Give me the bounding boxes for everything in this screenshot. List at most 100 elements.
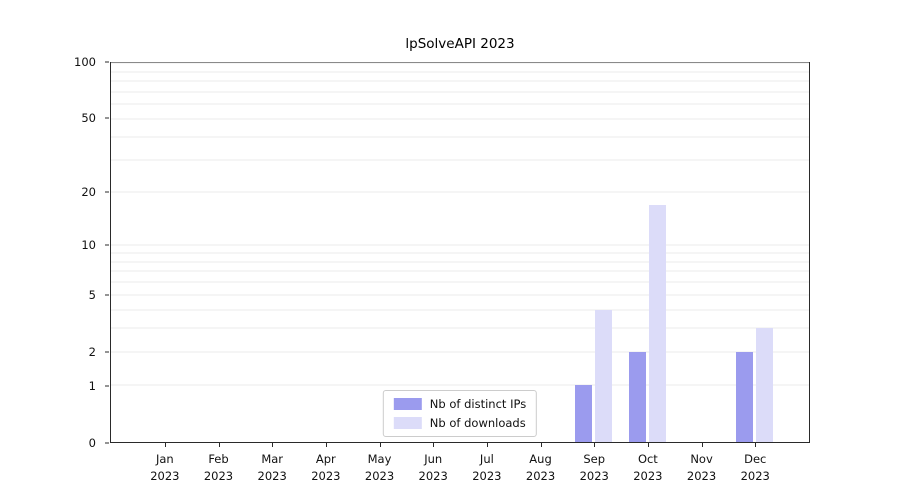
- gridline: [111, 252, 809, 254]
- month-column: [407, 63, 461, 442]
- x-tick-month: Aug: [529, 452, 552, 466]
- x-tick-mark: [272, 443, 274, 447]
- x-tick-label: Sep 2023: [567, 443, 621, 486]
- gridline: [111, 244, 809, 246]
- month-column: [514, 63, 568, 442]
- x-tick-label: May 2023: [353, 443, 407, 486]
- y-tick-label: 5: [88, 288, 96, 303]
- month-column: [567, 63, 621, 442]
- y-tick-mark: [105, 442, 109, 444]
- y-tick-label: 50: [81, 111, 96, 126]
- y-tick-mark: [105, 191, 109, 193]
- x-tick-label: Nov 2023: [675, 443, 729, 486]
- gridline: [111, 281, 809, 283]
- y-tick-mark: [105, 244, 109, 246]
- x-tick-mark: [379, 443, 381, 447]
- x-tick-month: Apr: [315, 452, 336, 466]
- month-column: [139, 63, 193, 442]
- gridline: [111, 159, 809, 161]
- x-tick-label: Dec 2023: [728, 443, 782, 486]
- x-tick-mark: [701, 443, 703, 447]
- legend-label: Nb of distinct IPs: [429, 397, 527, 411]
- legend-item: Nb of downloads: [393, 416, 526, 430]
- legend-item: Nb of distinct IPs: [393, 397, 527, 411]
- month-column: [300, 63, 354, 442]
- y-axis: 0 1 2 5 10 20 50 100: [0, 55, 110, 450]
- gridline: [111, 103, 809, 105]
- legend: Nb of distinct IPs Nb of downloads: [382, 390, 538, 437]
- gridline: [111, 91, 809, 93]
- gridline: [111, 136, 809, 138]
- x-tick-label: Oct 2023: [621, 443, 675, 486]
- x-tick-year: 2023: [311, 469, 341, 484]
- legend-label: Nb of downloads: [429, 416, 526, 430]
- x-tick-mark: [218, 443, 220, 447]
- gridline: [111, 351, 809, 353]
- gridline: [111, 270, 809, 272]
- chart-title: lpSolveAPI 2023: [405, 36, 515, 52]
- y-tick-mark: [105, 385, 109, 387]
- x-tick-year: 2023: [525, 469, 556, 484]
- x-tick-year: 2023: [740, 469, 770, 484]
- x-tick-label: Jul 2023: [460, 443, 514, 486]
- bar-distinct-ips: [628, 351, 646, 442]
- y-tick-label: 1: [88, 378, 96, 393]
- y-tick-label: 2: [88, 345, 96, 360]
- x-tick-label: Feb 2023: [192, 443, 246, 486]
- x-tick-mark: [540, 443, 542, 447]
- y-tick-mark: [105, 61, 109, 63]
- x-tick-mark: [486, 443, 488, 447]
- gridline: [111, 384, 809, 386]
- x-tick-month: Jan: [155, 452, 174, 466]
- gridline: [111, 294, 809, 296]
- month-column: [193, 63, 247, 442]
- plot-area: Nb of distinct IPs Nb of downloads: [110, 62, 810, 443]
- gridline: [111, 327, 809, 329]
- gridline: [111, 80, 809, 82]
- x-tick-year: 2023: [150, 469, 180, 484]
- x-tick-label: Apr 2023: [299, 443, 353, 486]
- x-tick-month: Dec: [744, 452, 767, 466]
- x-tick-year: 2023: [203, 469, 234, 484]
- x-tick-month: Jul: [479, 452, 494, 466]
- month-column: [728, 63, 782, 442]
- y-tick-label: 0: [88, 436, 96, 450]
- bar-distinct-ips: [735, 351, 753, 442]
- y-tick-mark: [105, 351, 109, 353]
- gridlines-layer: [111, 62, 809, 442]
- x-tick-mark: [325, 443, 327, 447]
- x-tick-year: 2023: [686, 469, 717, 484]
- y-tick-label: 10: [81, 238, 96, 253]
- x-tick-label: Jun 2023: [406, 443, 460, 486]
- y-tick-label: 100: [74, 55, 96, 69]
- gridline: [111, 118, 809, 120]
- x-tick-year: 2023: [257, 469, 287, 484]
- x-tick-mark: [647, 443, 649, 447]
- x-tick-label: Jan 2023: [138, 443, 192, 486]
- x-tick-mark: [164, 443, 166, 447]
- x-tick-label: Aug 2023: [514, 443, 568, 486]
- x-tick-label: Mar 2023: [245, 443, 299, 486]
- bars-layer: [111, 63, 809, 442]
- x-tick-month: Sep: [583, 452, 606, 466]
- bar-downloads: [595, 309, 613, 442]
- x-tick-mark: [755, 443, 757, 447]
- x-tick-year: 2023: [633, 469, 663, 484]
- y-tick-mark: [105, 294, 109, 296]
- x-axis: Jan 2023 Feb 2023 Mar 2023 Apr 2023 May 2023 Jun 20…: [110, 443, 810, 486]
- bar-downloads: [755, 328, 773, 442]
- x-tick-month: May: [367, 452, 392, 466]
- gridline: [111, 309, 809, 311]
- x-tick-year: 2023: [364, 469, 395, 484]
- x-tick-month: Jun: [424, 452, 443, 466]
- y-tick-label: 20: [81, 184, 96, 199]
- x-tick-mark: [433, 443, 435, 447]
- x-tick-month: Mar: [261, 452, 284, 466]
- gridline: [111, 191, 809, 193]
- legend-swatch: [393, 417, 422, 429]
- y-tick-mark: [105, 117, 109, 119]
- x-tick-month: Feb: [208, 452, 229, 466]
- month-column: [246, 63, 300, 442]
- month-column: [460, 63, 514, 442]
